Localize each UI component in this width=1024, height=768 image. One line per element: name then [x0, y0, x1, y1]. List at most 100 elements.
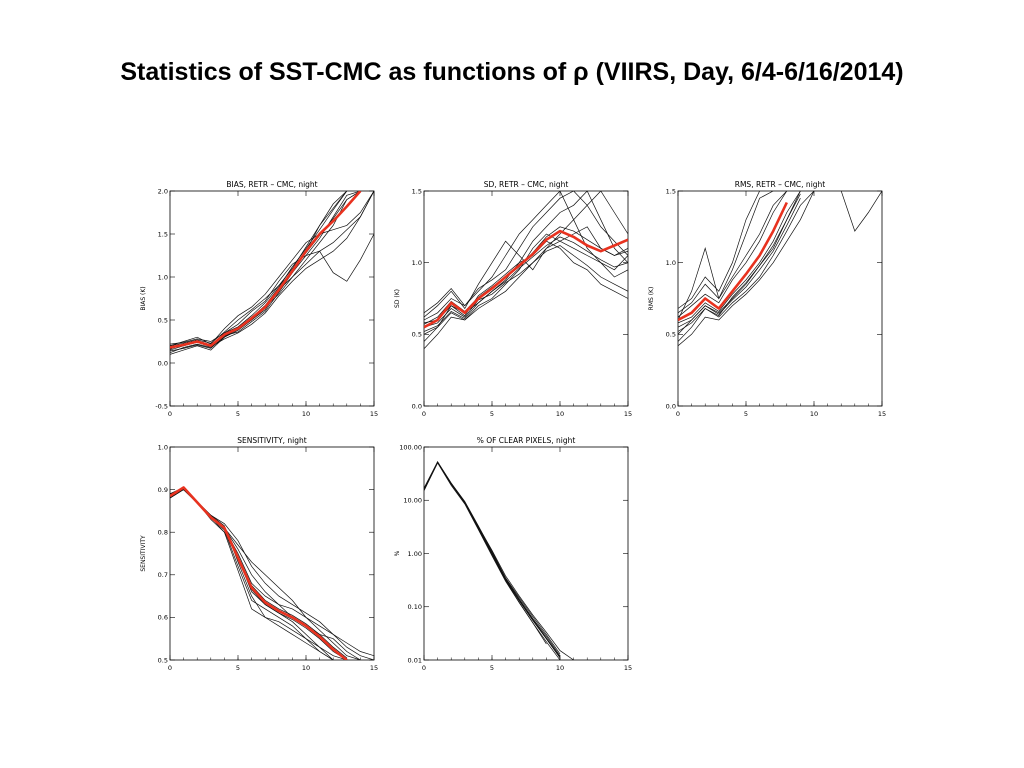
chart-panel-0: BIAS, RETR – CMC, night 0 5 10 15 -0.5 0.0 0.5 1…: [140, 180, 378, 418]
ensemble-line-7: [170, 191, 361, 347]
plot-title: SD, RETR – CMC, night: [484, 180, 569, 189]
ensemble-line-8: [424, 236, 628, 332]
ensemble-line-6: [678, 191, 815, 347]
y-tick-label: -0.5: [155, 402, 168, 410]
mean-line: [170, 486, 348, 660]
y-tick-label: 0.6: [158, 614, 168, 622]
ensemble-line-9: [678, 193, 801, 332]
y-axis-label: RMS (K): [648, 287, 655, 311]
x-tick-label: 15: [624, 410, 632, 418]
y-tick-label: 1.5: [412, 187, 422, 195]
series-group: [170, 486, 374, 660]
x-tick-label: 0: [676, 410, 680, 418]
ensemble-line-4: [170, 191, 374, 355]
plot-title: SENSITIVITY, night: [237, 436, 307, 445]
ensemble-line-3: [424, 191, 628, 318]
ensemble-line-8: [678, 191, 760, 309]
y-tick-label: 1.0: [412, 259, 422, 267]
x-tick-label: 0: [168, 664, 172, 672]
y-tick-label: 0.0: [412, 402, 422, 410]
y-tick-label: 0.0: [666, 402, 676, 410]
y-tick-label: 1.5: [158, 230, 168, 238]
x-tick-label: 5: [236, 410, 240, 418]
ensemble-line-5: [170, 191, 348, 350]
ensemble-line-7: [424, 191, 628, 314]
mean-line: [170, 191, 362, 349]
ensemble-line-2: [678, 191, 815, 342]
y-tick-label: 0.8: [158, 529, 168, 537]
series-group: [424, 460, 574, 660]
ensemble-line-7: [424, 461, 561, 659]
plot-frame: [169, 446, 375, 661]
x-tick-label: 10: [556, 410, 564, 418]
y-tick-label: 1.0: [158, 273, 168, 281]
chart-panel-3: SENSITIVITY, night 0 5 10 15 0.5 0.6 0.7 0.8 0.9 1…: [140, 436, 378, 672]
ensemble-line-4: [170, 489, 361, 660]
x-tick-label: 15: [370, 410, 378, 418]
x-tick-label: 0: [168, 410, 172, 418]
ensemble-line-2: [170, 487, 361, 660]
ensemble-line-9: [424, 226, 628, 325]
x-tick-label: 10: [810, 410, 818, 418]
plot-frame: [169, 190, 375, 407]
chart-panel-4: % OF CLEAR PIXELS, night 0 5 10 15 0.01 0.10 1.…: [394, 436, 632, 672]
y-tick-label: 0.10: [408, 603, 422, 611]
series-group: [424, 191, 628, 349]
y-tick-label: 100.00: [399, 443, 422, 451]
y-tick-label: 0.5: [158, 656, 168, 664]
x-tick-label: 0: [422, 410, 426, 418]
y-tick-label: 1.00: [408, 550, 422, 558]
mean-line: [678, 201, 788, 322]
ensemble-line-0: [170, 487, 374, 660]
ensemble-line-5: [678, 191, 882, 328]
y-tick-label: 0.0: [158, 359, 168, 367]
ensemble-line-2: [424, 462, 561, 660]
y-tick-label: 0.7: [158, 571, 168, 579]
ensemble-line-0: [424, 191, 628, 321]
y-tick-label: 0.5: [158, 316, 168, 324]
ensemble-line-8: [170, 489, 348, 659]
ensemble-line-7: [170, 487, 347, 660]
series-group: [678, 191, 882, 347]
x-tick-label: 10: [302, 410, 310, 418]
ensemble-line-6: [170, 489, 374, 657]
ensemble-line-4: [424, 245, 628, 328]
y-tick-label: 1.0: [158, 443, 168, 451]
plot-frame: [423, 190, 629, 407]
ensemble-line-4: [678, 191, 801, 324]
plot-title: % OF CLEAR PIXELS, night: [477, 436, 576, 445]
ensemble-line-9: [170, 191, 348, 349]
ensemble-line-6: [170, 191, 374, 348]
ensemble-line-2: [424, 191, 628, 342]
x-tick-label: 5: [236, 664, 240, 672]
x-tick-label: 10: [302, 664, 310, 672]
x-tick-label: 10: [556, 664, 564, 672]
x-tick-label: 5: [744, 410, 748, 418]
y-tick-label: 0.01: [408, 656, 422, 664]
ensemble-line-2: [170, 191, 374, 347]
y-tick-label: 2.0: [158, 187, 168, 195]
x-tick-label: 0: [422, 664, 426, 672]
series-group: [170, 191, 374, 355]
ensemble-line-5: [170, 487, 334, 660]
plot-title: RMS, RETR – CMC, night: [735, 180, 826, 189]
ensemble-line-4: [424, 461, 547, 645]
ensemble-line-0: [678, 191, 788, 318]
mean-line: [424, 229, 628, 329]
x-tick-label: 15: [370, 664, 378, 672]
y-tick-label: 10.00: [403, 497, 422, 505]
x-tick-label: 15: [878, 410, 886, 418]
plot-title: BIAS, RETR – CMC, night: [226, 180, 317, 189]
y-axis-label: %: [394, 550, 401, 556]
chart-panel-2: RMS, RETR – CMC, night 0 5 10 15 0.0 0.5 1.0 1.5…: [648, 180, 886, 418]
y-tick-label: 0.5: [666, 331, 676, 339]
ensemble-line-0: [170, 191, 348, 351]
ensemble-line-1: [170, 191, 361, 354]
ensemble-line-3: [678, 191, 788, 314]
slide-title: Statistics of SST-CMC as functions of ρ …: [120, 58, 904, 86]
ensemble-line-6: [424, 226, 628, 349]
y-tick-label: 1.5: [666, 187, 676, 195]
ensemble-line-1: [424, 461, 561, 655]
y-axis-label: SENSITIVITY: [140, 535, 147, 572]
